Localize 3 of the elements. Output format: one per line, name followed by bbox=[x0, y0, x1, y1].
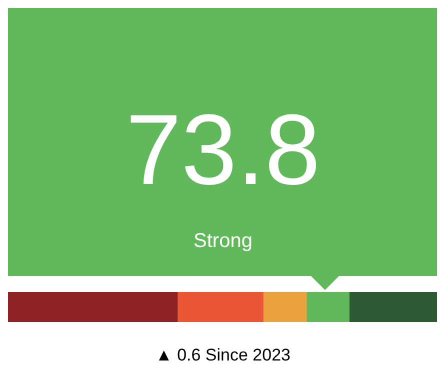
chart-subtitle: Strong bbox=[194, 230, 252, 252]
text: ▲ 0.6 Since 2023 bbox=[156, 346, 290, 364]
chart-title: 73.8 bbox=[126, 94, 320, 206]
